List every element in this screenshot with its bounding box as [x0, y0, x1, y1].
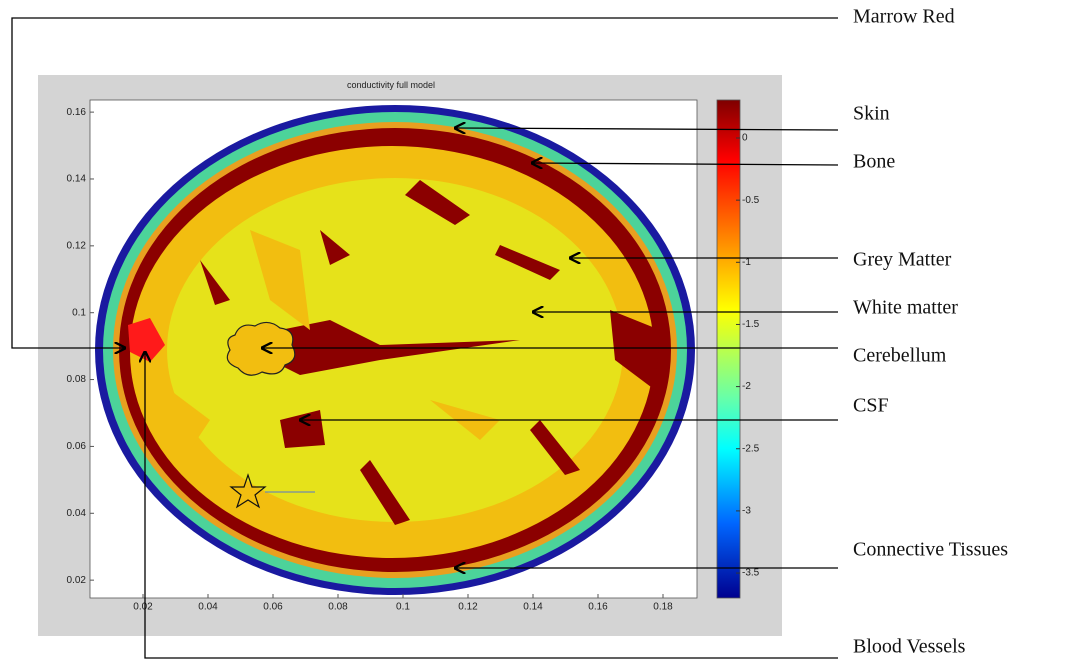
tissue-label: Cerebellum: [853, 345, 947, 367]
y-tick-label: 0.16: [67, 107, 87, 118]
y-tick-label: 0.14: [67, 174, 87, 185]
x-tick-label: 0.18: [653, 602, 673, 613]
x-tick-label: 0.16: [588, 602, 608, 613]
x-tick-label: 0.1: [396, 602, 410, 613]
y-tick-label: 0.08: [67, 374, 87, 385]
brain-image: [95, 105, 695, 595]
colorbar-tick-label: -1.5: [742, 319, 760, 330]
y-tick-label: 0.02: [67, 575, 87, 586]
tissue-label: Skin: [853, 103, 890, 125]
tissue-label: Bone: [853, 151, 895, 173]
tissue-label: White matter: [853, 297, 958, 319]
tissue-label: CSF: [853, 395, 889, 417]
colorbar-tick-label: 0: [742, 133, 748, 144]
tissue-label: Marrow Red: [853, 6, 955, 28]
tissue-label: Connective Tissues: [853, 539, 1008, 561]
y-tick-label: 0.12: [67, 240, 87, 251]
colorbar-tick-label: -3.5: [742, 568, 760, 579]
x-tick-label: 0.12: [458, 602, 478, 613]
x-tick-label: 0.02: [133, 602, 153, 613]
figure: conductivity full model 0.02 0.04 0.06 0.08…: [0, 0, 1066, 661]
colorbar-tick-label: -3: [742, 506, 751, 517]
x-tick-label: 0.06: [263, 602, 283, 613]
colorbar-tick-label: -0.5: [742, 195, 760, 206]
y-tick-label: 0.04: [67, 508, 87, 519]
tissue-label: Blood Vessels: [853, 636, 966, 658]
y-tick-label: 0.1: [72, 307, 86, 318]
x-tick-label: 0.08: [328, 602, 348, 613]
plot-title: conductivity full model: [347, 80, 435, 90]
x-tick-label: 0.04: [198, 602, 218, 613]
labels: Marrow Red Skin Bone Grey Matter White matte…: [853, 6, 1008, 658]
colorbar-tick-label: -2.5: [742, 443, 760, 454]
colorbar: [717, 100, 740, 598]
colorbar-tick-label: -2: [742, 381, 751, 392]
y-tick-label: 0.06: [67, 441, 87, 452]
tissue-label: Grey Matter: [853, 249, 952, 271]
x-tick-label: 0.14: [523, 602, 543, 613]
